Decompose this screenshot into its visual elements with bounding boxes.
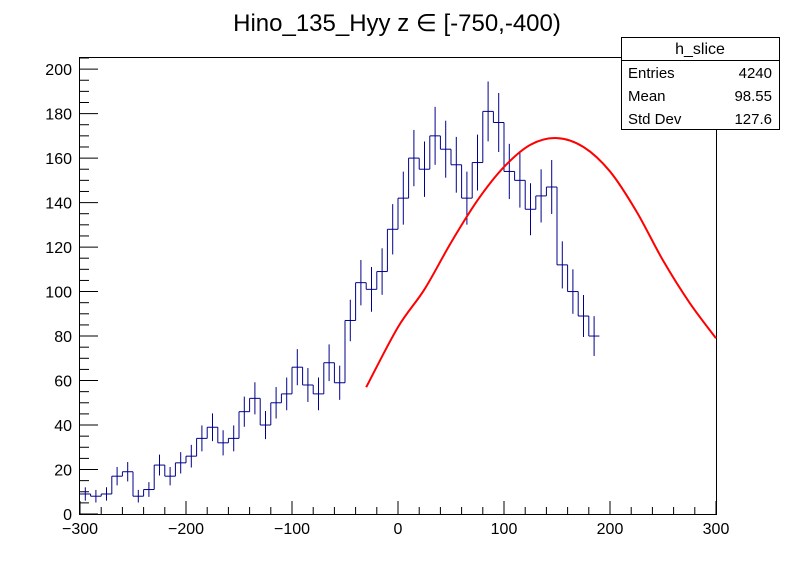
error-bars [84,81,595,503]
y-tick-label: 180 [45,107,72,124]
x-tick-label: 100 [491,521,518,538]
stats-box-title: h_slice [675,41,725,58]
histogram-bins [80,110,600,497]
y-axis: 0 20 40 60 80 100 120 140 160 180 200 [45,57,98,524]
y-tick-label: 120 [45,240,72,257]
fit-curve [365,137,717,388]
x-tick-label: −100 [274,521,310,538]
stats-entries-label: Entries [628,65,675,82]
stats-stddev-value: 127.6 [734,111,772,128]
y-tick-label: 0 [63,507,72,524]
y-tick-label: 160 [45,151,72,168]
y-tick-label: 40 [54,418,72,435]
stats-entries-value: 4240 [739,65,772,82]
plot-frame [79,57,717,515]
stats-box: h_slice Entries 4240 Mean 98.55 Std Dev … [621,37,780,130]
x-tick-label: 0 [394,521,403,538]
stats-stddev-label: Std Dev [628,111,682,128]
y-tick-label: 80 [54,329,72,346]
x-tick-label: −300 [62,521,98,538]
stats-box-frame [621,37,780,130]
x-axis: −300 −200 −100 0 100 200 300 [62,501,729,538]
y-tick-label: 100 [45,285,72,302]
x-tick-label: 200 [597,521,624,538]
y-tick-label: 140 [45,196,72,213]
y-tick-label: 20 [54,463,72,480]
stats-mean-label: Mean [628,88,666,105]
y-tick-label: 60 [54,374,72,391]
x-tick-label: −200 [168,521,204,538]
x-tick-label: 300 [703,521,730,538]
chart-title: Hino_135_Hyy z ∈ [-750,-400) [233,10,561,37]
y-tick-label: 200 [45,62,72,79]
stats-mean-value: 98.55 [734,88,772,105]
